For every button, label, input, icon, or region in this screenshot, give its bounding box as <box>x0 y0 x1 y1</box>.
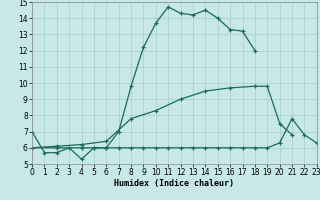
X-axis label: Humidex (Indice chaleur): Humidex (Indice chaleur) <box>115 179 234 188</box>
